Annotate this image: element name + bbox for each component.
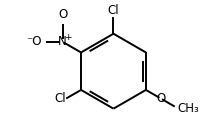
- Text: O: O: [58, 8, 67, 21]
- Text: ⁻O: ⁻O: [26, 35, 42, 48]
- Text: CH₃: CH₃: [178, 102, 199, 115]
- Text: N: N: [58, 35, 67, 48]
- Text: +: +: [64, 33, 71, 42]
- Text: O: O: [156, 92, 165, 105]
- Text: Cl: Cl: [54, 92, 66, 105]
- Text: Cl: Cl: [108, 4, 119, 17]
